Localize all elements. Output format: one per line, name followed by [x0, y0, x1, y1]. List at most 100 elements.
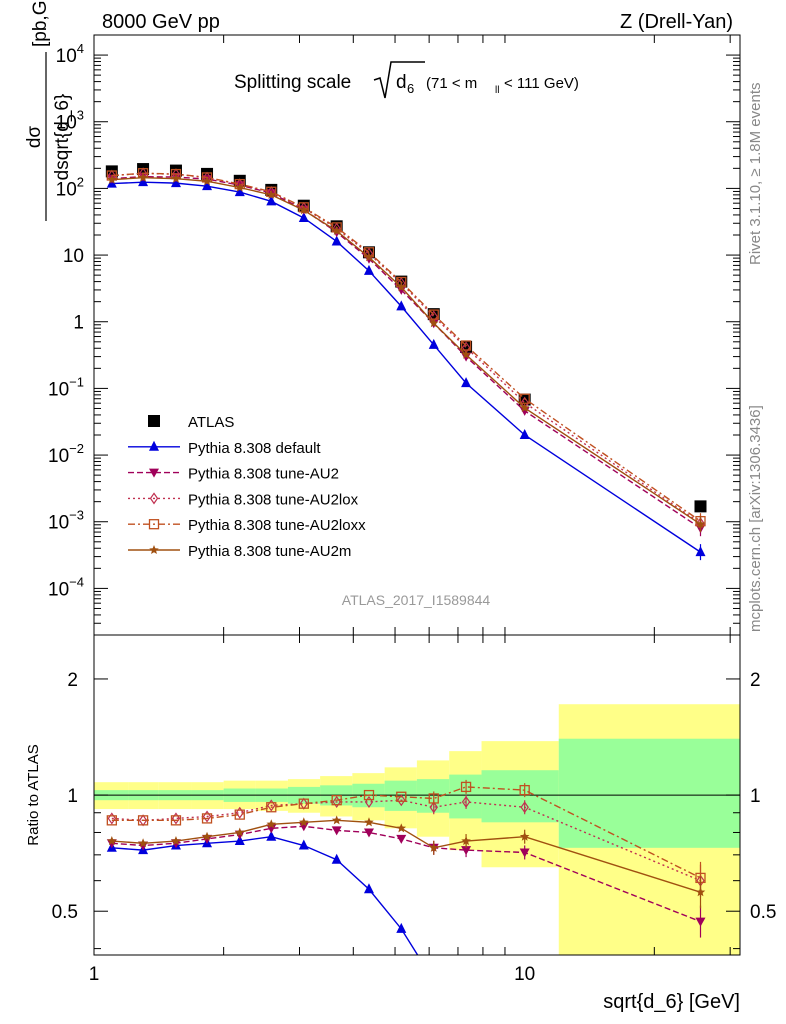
series-3 — [107, 167, 705, 532]
legend-marker — [149, 440, 159, 451]
ratio-point — [396, 791, 407, 802]
series-5 — [107, 172, 706, 533]
ratio-point — [106, 815, 117, 826]
data-point — [298, 211, 309, 222]
main-y-tick-label-exp: 2 — [77, 174, 84, 189]
ratio-point — [519, 848, 530, 858]
data-point — [170, 177, 181, 188]
legend-marker — [148, 519, 160, 530]
ratio-point — [298, 822, 309, 832]
ratio-point — [202, 831, 212, 841]
main-y-tick-label-exp: 3 — [77, 108, 84, 123]
legend-label: Pythia 8.308 tune-AU2loxx — [188, 517, 366, 534]
ratio-point — [429, 975, 439, 985]
main-y-tick-label-base: 10 — [48, 513, 69, 534]
legend-marker — [149, 545, 159, 555]
data-point — [461, 349, 471, 359]
main-y-tick-label: 10−3 — [48, 508, 84, 534]
main-y-tick-label-base: 10 — [48, 579, 69, 600]
main-y-tick-label-base: 10 — [56, 113, 77, 134]
ratio-point — [266, 819, 277, 829]
ratio-point — [298, 839, 309, 850]
main-y-tick-label: 104 — [56, 41, 84, 67]
x-tick-label: 1 — [89, 964, 100, 985]
header-left: 8000 GeV pp — [102, 11, 220, 33]
legend-label: Pythia 8.308 default — [188, 440, 321, 457]
ratio-point — [461, 836, 471, 846]
ratio-plot-panel: 1 10 0.5 0.5 1 1 2 2 Ratio to ATLAS sqrt{d_6} [… — [25, 634, 776, 1013]
band-inner-segment — [558, 738, 740, 848]
main-y-tick-label-exp: 4 — [77, 41, 84, 56]
legend-item: Pythia 8.308 tune-AU2m — [128, 543, 351, 560]
legend-item: Pythia 8.308 default — [128, 440, 321, 457]
main-y-tick-label: 103 — [56, 108, 84, 134]
ratio-point — [363, 828, 374, 838]
ratio-point — [396, 834, 407, 844]
data-point — [171, 173, 181, 183]
data-point — [299, 201, 309, 214]
ratio-point — [364, 817, 374, 827]
ratio-series-4 — [107, 815, 706, 909]
ratio-line — [111, 825, 701, 923]
series-1 — [106, 176, 706, 561]
main-y-tick-label: 102 — [56, 174, 84, 200]
y-label-units: [pb,GeV-1] — [26, 0, 51, 47]
ratio-point — [235, 806, 244, 819]
ratio-point — [138, 838, 148, 848]
ratio-y-tick-label-right: 1 — [750, 786, 761, 807]
ratio-point — [107, 812, 117, 825]
ratio-uncertainty-bands — [94, 704, 740, 955]
series-line — [111, 172, 701, 522]
legend-label: ATLAS — [188, 414, 234, 431]
y-axis-label: dσ dsqrt{d_6} [pb,GeV-1] — [24, 0, 73, 221]
data-point — [396, 300, 407, 311]
title-main: Splitting scale — [234, 72, 351, 93]
ratio-point — [331, 795, 342, 806]
data-point — [234, 186, 245, 197]
ratio-point — [171, 836, 181, 846]
ratio-line — [111, 799, 701, 882]
legend-item: Pythia 8.308 tune-AU2lox — [128, 491, 359, 508]
data-point — [202, 176, 212, 186]
ratio-point — [461, 846, 472, 856]
band-inner-segment — [481, 770, 559, 823]
data-point — [396, 285, 407, 295]
ratio-y-label: Ratio to ATLAS — [25, 744, 42, 845]
data-point — [694, 500, 707, 513]
main-y-tick-label-base: 10 — [48, 379, 69, 400]
y-label-numerator: dσ — [24, 126, 45, 149]
legend-item: ATLAS — [148, 414, 234, 431]
ratio-y-tick-label-right: 0.5 — [750, 902, 776, 923]
ratio-y-tick-label: 1 — [67, 786, 78, 807]
ratio-series-3 — [106, 779, 706, 894]
data-point — [429, 318, 439, 328]
mcplots-label: mcplots.cern.ch [arXiv:1306.3436] — [747, 405, 764, 632]
legend-label: Pythia 8.308 tune-AU2 — [188, 466, 339, 483]
ratio-point — [331, 815, 342, 825]
data-point — [332, 222, 341, 235]
ratio-point — [331, 853, 342, 864]
data-point — [267, 186, 276, 199]
header-right: Z (Drell-Yan) — [620, 11, 733, 33]
ratio-point — [234, 809, 245, 820]
main-y-tick-label: 10 — [63, 246, 84, 267]
main-y-tick-label-exp: −2 — [69, 441, 84, 456]
ratio-line — [111, 819, 701, 893]
ratio-point — [695, 917, 706, 927]
main-y-tick-label-exp: −3 — [69, 508, 84, 523]
ratio-point — [267, 799, 276, 812]
data-point — [107, 174, 117, 184]
main-y-tick-label-base: 10 — [48, 446, 69, 467]
data-point — [695, 519, 706, 529]
series-0 — [105, 163, 707, 513]
main-y-tick-label-exp: −1 — [69, 374, 84, 389]
ratio-point — [234, 835, 245, 846]
data-point — [138, 172, 148, 182]
ratio-y-tick-label: 0.5 — [52, 902, 78, 923]
data-point — [396, 282, 407, 292]
ratio-point — [397, 794, 406, 807]
ratio-point — [331, 826, 342, 836]
